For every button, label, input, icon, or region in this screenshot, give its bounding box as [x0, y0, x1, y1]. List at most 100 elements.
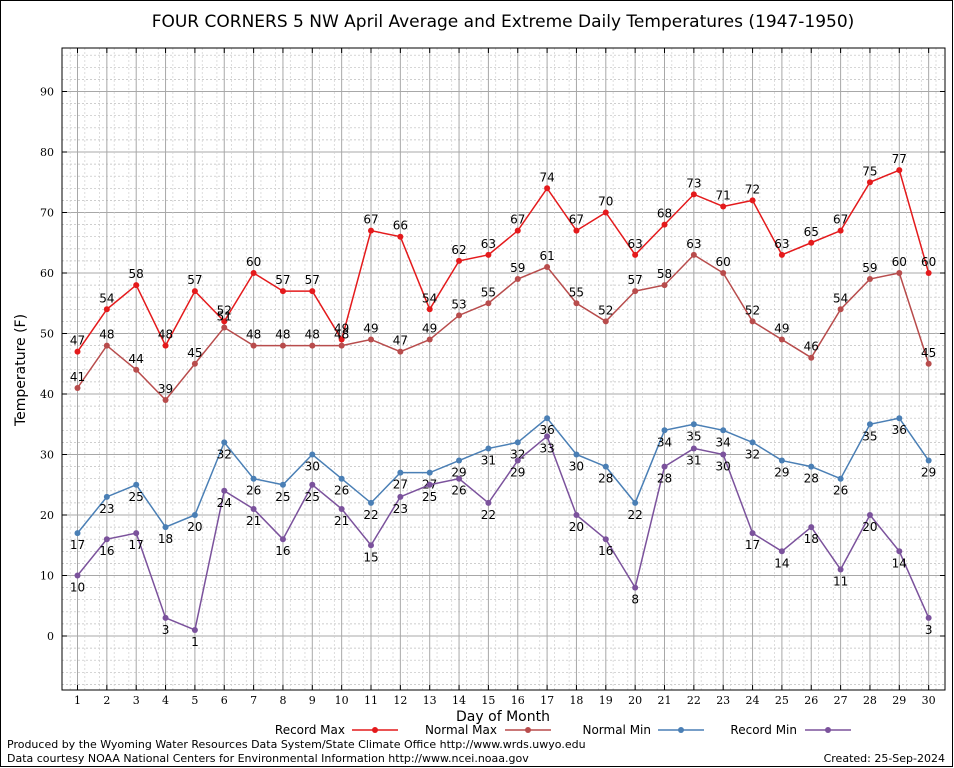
data-label: 48	[305, 328, 320, 342]
data-point	[632, 251, 639, 258]
data-label: 15	[363, 550, 378, 564]
data-point	[338, 342, 345, 349]
data-label: 63	[628, 237, 643, 251]
x-tick-label: 11	[364, 694, 378, 707]
data-point	[221, 487, 228, 494]
data-point	[456, 457, 463, 464]
data-point	[632, 499, 639, 506]
data-label: 74	[539, 170, 554, 184]
data-point	[426, 306, 433, 313]
chart-title: FOUR CORNERS 5 NW April Average and Extr…	[152, 12, 855, 32]
data-label: 49	[774, 322, 789, 336]
plot-area	[61, 47, 946, 691]
data-label: 45	[187, 346, 202, 360]
data-label: 62	[451, 243, 466, 257]
data-label: 55	[481, 285, 496, 299]
data-point	[485, 445, 492, 452]
data-label: 35	[862, 429, 877, 443]
data-point	[133, 366, 140, 373]
data-point	[74, 348, 81, 355]
data-label: 72	[745, 182, 760, 196]
data-point	[573, 451, 580, 458]
data-point	[133, 282, 140, 289]
data-label: 31	[686, 453, 701, 467]
legend-entry: Normal Min	[582, 723, 704, 737]
data-point	[544, 185, 551, 192]
data-label: 25	[422, 490, 437, 504]
data-point	[837, 227, 844, 234]
data-label: 23	[99, 502, 114, 516]
data-point	[573, 512, 580, 518]
data-point	[925, 457, 932, 464]
data-point	[808, 239, 815, 246]
data-point	[808, 463, 815, 470]
data-point	[778, 336, 785, 343]
data-label: 16	[598, 544, 613, 558]
data-label: 52	[217, 303, 232, 317]
x-tick-label: 26	[804, 694, 818, 707]
data-label: 30	[305, 460, 320, 474]
data-label: 18	[804, 532, 819, 546]
x-tick-label: 5	[191, 694, 198, 707]
data-point	[456, 312, 463, 319]
data-label: 58	[129, 267, 144, 281]
data-point	[485, 300, 492, 307]
data-label: 23	[393, 502, 408, 516]
data-label: 34	[716, 435, 731, 449]
data-label: 57	[305, 273, 320, 287]
data-point	[720, 427, 727, 434]
data-point	[866, 276, 873, 283]
data-point	[221, 318, 228, 325]
x-tick-label: 24	[746, 694, 760, 707]
data-point	[250, 270, 257, 276]
data-point	[749, 197, 756, 204]
legend: Record Max Normal Max Normal Min Record Min	[275, 723, 851, 737]
data-point	[602, 209, 609, 216]
data-label: 47	[70, 334, 85, 348]
series-line	[76, 169, 930, 353]
data-point	[162, 614, 169, 621]
data-label: 36	[539, 423, 554, 437]
x-tick-label: 7	[250, 694, 257, 707]
data-point	[250, 475, 257, 482]
data-point	[133, 530, 140, 537]
data-label: 54	[833, 291, 848, 305]
data-label: 1	[191, 635, 199, 649]
data-label: 14	[892, 556, 907, 570]
data-label: 17	[129, 538, 144, 552]
data-point	[896, 167, 903, 174]
data-point	[456, 257, 463, 264]
data-point	[250, 505, 257, 512]
data-label: 65	[804, 225, 819, 239]
data-point	[103, 536, 110, 543]
data-label: 8	[631, 593, 639, 607]
y-axis-label: Temperature (F)	[13, 314, 29, 427]
data-point	[485, 251, 492, 258]
data-label: 21	[246, 514, 261, 528]
data-point	[191, 626, 198, 633]
data-point	[221, 324, 228, 331]
data-label: 48	[275, 328, 290, 342]
data-point	[602, 463, 609, 470]
x-tick-label: 17	[540, 694, 554, 707]
data-point	[338, 505, 345, 512]
data-point	[103, 493, 110, 500]
data-point	[309, 288, 316, 295]
x-tick-label: 25	[775, 694, 789, 707]
data-label: 26	[451, 484, 466, 498]
data-label: 59	[862, 261, 877, 275]
data-label: 34	[657, 435, 672, 449]
data-point	[720, 203, 727, 210]
data-label: 44	[129, 352, 144, 366]
data-point	[866, 512, 873, 518]
data-label: 68	[657, 207, 672, 221]
data-label: 22	[363, 508, 378, 522]
data-point	[720, 270, 727, 276]
data-point	[837, 566, 844, 573]
x-tick-label: 21	[658, 694, 672, 707]
data-label: 63	[481, 237, 496, 251]
data-point	[397, 493, 404, 500]
data-label: 67	[833, 213, 848, 227]
data-point	[426, 336, 433, 343]
